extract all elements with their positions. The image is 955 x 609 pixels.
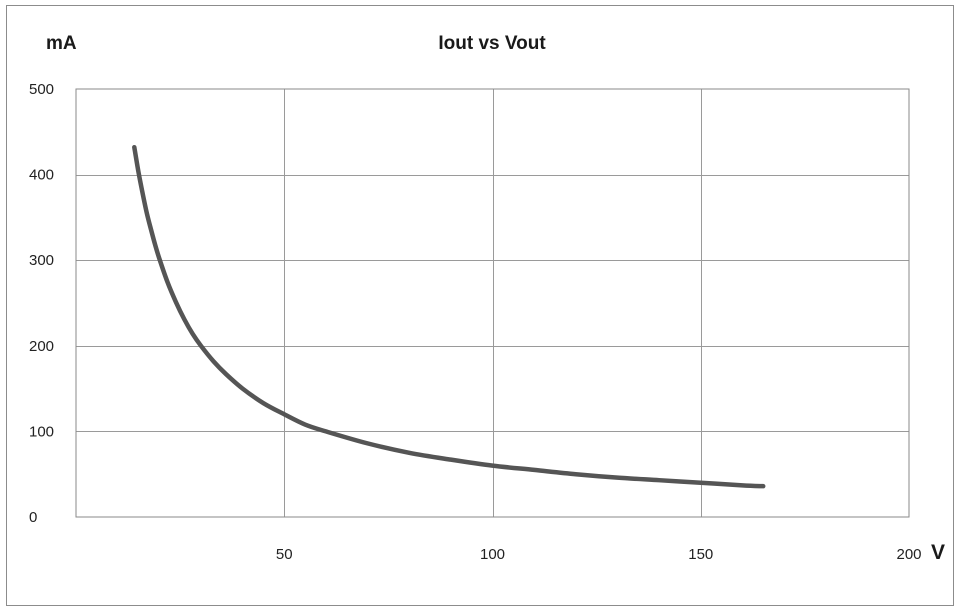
tick-labels: 0 100 200 300 400 500 50 100 150 200 [29, 81, 922, 563]
series-line [132, 144, 766, 489]
y-tick-label: 400 [29, 167, 54, 184]
chart-frame [6, 5, 954, 606]
x-tick-label: 100 [480, 546, 505, 563]
x-tick-label: 50 [276, 546, 293, 563]
chart-title: Iout vs Vout [438, 33, 546, 54]
y-tick-label: 100 [29, 423, 54, 440]
y-tick-label: 500 [29, 81, 54, 98]
grid [76, 89, 909, 517]
plot-area [75, 88, 910, 518]
y-tick-label: 300 [29, 252, 54, 269]
y-tick-label: 0 [29, 509, 37, 526]
x-tick-label: 200 [896, 546, 921, 563]
series-layer [132, 144, 766, 489]
y-axis-unit: mA [46, 33, 77, 54]
y-tick-label: 200 [29, 338, 54, 355]
x-axis-unit: V [931, 541, 945, 564]
x-tick-label: 150 [688, 546, 713, 563]
